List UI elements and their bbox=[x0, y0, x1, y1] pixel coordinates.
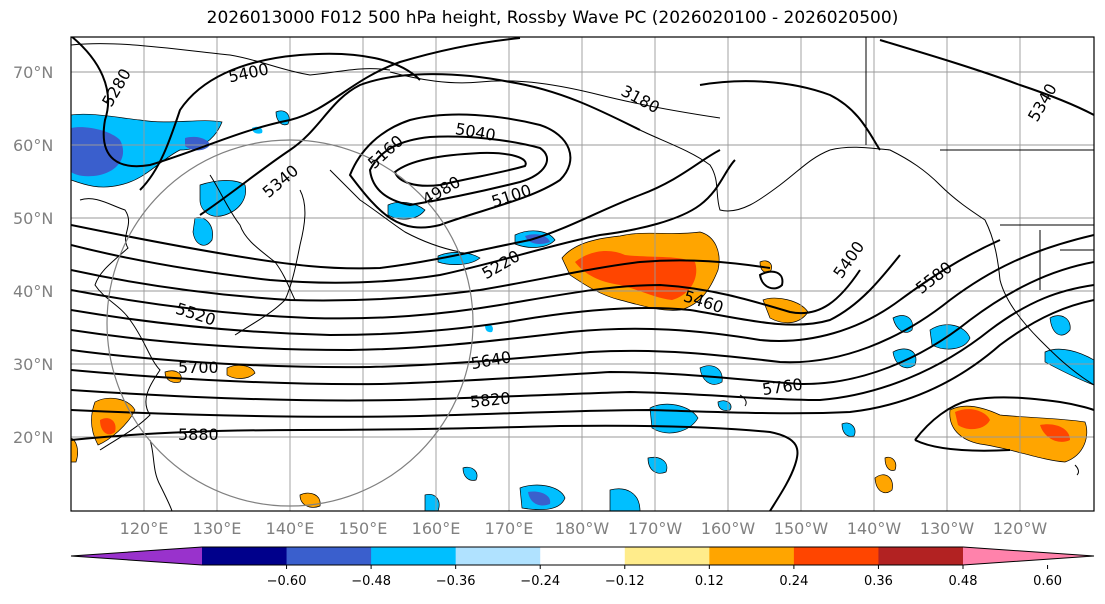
longitude-label: 160°W bbox=[701, 519, 756, 538]
colorbar-segment bbox=[455, 547, 541, 565]
contour-label: 5880 bbox=[178, 425, 219, 444]
longitude-label: 160°E bbox=[412, 519, 461, 538]
latitude-label: 20°N bbox=[13, 428, 53, 447]
latitude-labels: 70°N 60°N 50°N 40°N 30°N 20°N bbox=[13, 63, 53, 447]
colorbar-tick-label: 0.36 bbox=[864, 574, 893, 589]
map-border bbox=[70, 36, 1095, 512]
colorbar-segment bbox=[286, 547, 372, 565]
longitude-label: 140°W bbox=[847, 519, 902, 538]
latitude-label: 30°N bbox=[13, 355, 53, 374]
longitude-label: 140°E bbox=[266, 519, 315, 538]
height-contours bbox=[71, 37, 1094, 511]
colorbar-tick-label: 0.48 bbox=[949, 574, 978, 589]
contour-label: 5700 bbox=[178, 358, 219, 377]
colorbar-segment bbox=[202, 547, 288, 565]
graticule bbox=[71, 37, 1094, 511]
colorbar-segment bbox=[878, 547, 964, 565]
colorbar-tick-label: −0.12 bbox=[605, 574, 645, 589]
longitude-label: 130°E bbox=[193, 519, 242, 538]
colorbar-segment bbox=[624, 547, 710, 565]
colorbar-tick-label: −0.36 bbox=[436, 574, 476, 589]
latitude-label: 60°N bbox=[13, 136, 53, 155]
colorbar-tick-label: −0.48 bbox=[351, 574, 391, 589]
region-circle bbox=[106, 139, 474, 507]
longitude-label: 120°E bbox=[120, 519, 169, 538]
colorbar-tick-label: 0.24 bbox=[779, 574, 808, 589]
colorbar-segment bbox=[709, 547, 795, 565]
longitude-label: 120°W bbox=[993, 519, 1048, 538]
latitude-label: 70°N bbox=[13, 63, 53, 82]
colorbar-extend-low bbox=[71, 547, 202, 565]
colorbar-tick-label: 0.12 bbox=[695, 574, 724, 589]
longitude-label: 150°W bbox=[774, 519, 829, 538]
longitude-label: 130°W bbox=[920, 519, 975, 538]
colorbar-segment bbox=[540, 547, 626, 565]
longitude-label: 170°W bbox=[628, 519, 683, 538]
colorbar-tick-label: −0.24 bbox=[520, 574, 560, 589]
longitude-label: 180°W bbox=[555, 519, 610, 538]
latitude-label: 50°N bbox=[13, 209, 53, 228]
contour-label: 5820 bbox=[469, 388, 511, 411]
longitude-label: 170°E bbox=[485, 519, 534, 538]
longitude-labels: 120°E 130°E 140°E 150°E 160°E 170°E 180°… bbox=[120, 519, 1048, 538]
map-title: 2026013000 F012 500 hPa height, Rossby W… bbox=[206, 8, 899, 28]
colorbar-tick-label: −0.60 bbox=[267, 574, 307, 589]
colorbar-segment bbox=[793, 547, 879, 565]
colorbar-extend-high bbox=[963, 547, 1094, 565]
colorbar-outline bbox=[70, 546, 1095, 566]
colorbar: −0.60 −0.48 −0.36 −0.24 −0.12 0.12 0.24 0.36 0.4… bbox=[70, 546, 1095, 589]
latitude-label: 40°N bbox=[13, 282, 53, 301]
longitude-label: 150°E bbox=[339, 519, 388, 538]
colorbar-tick-label: 0.60 bbox=[1033, 574, 1062, 589]
coastlines bbox=[71, 37, 1094, 511]
colorbar-segment bbox=[371, 547, 457, 565]
